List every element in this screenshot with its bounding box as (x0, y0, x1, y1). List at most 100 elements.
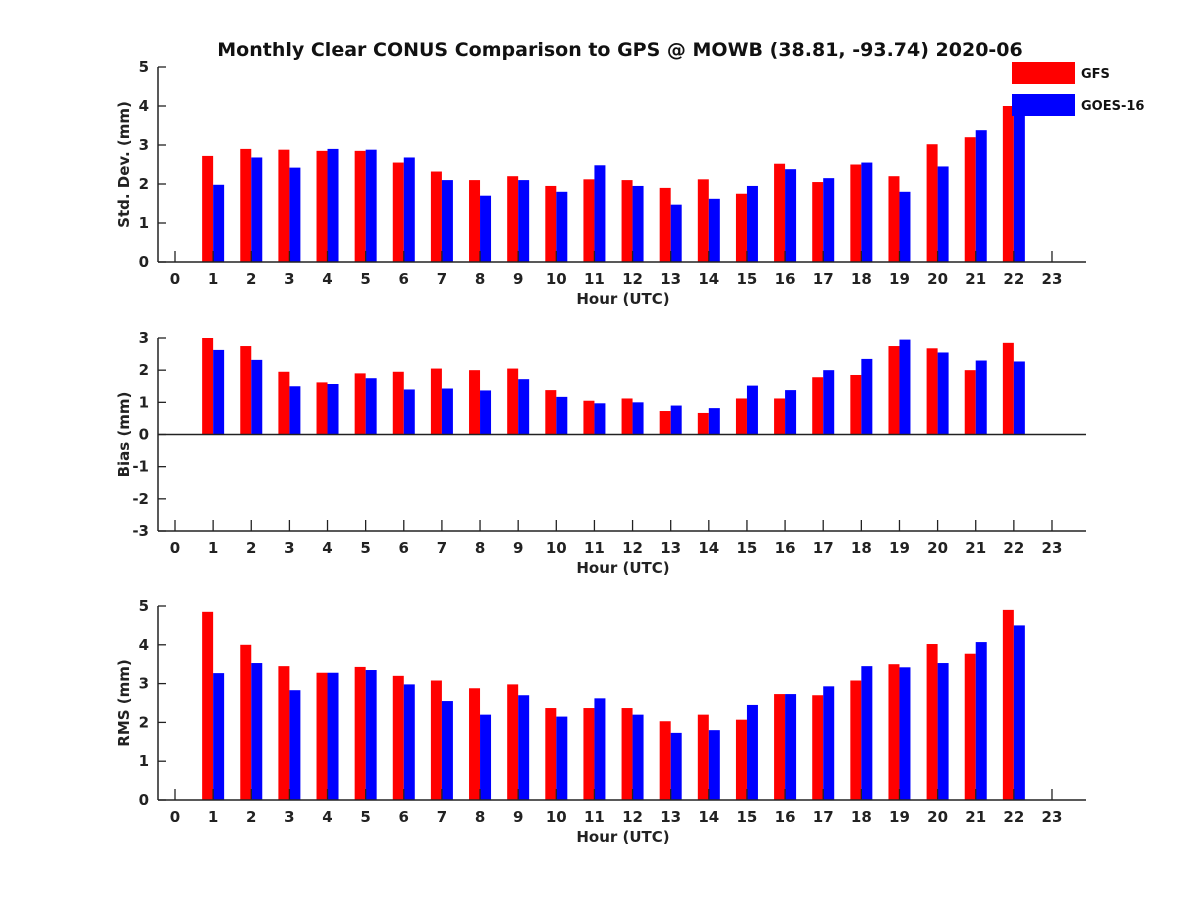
bar-gfs-hour-22 (1002, 342, 1014, 435)
x-tick-label: 4 (322, 539, 332, 557)
bar-gfs-hour-12 (621, 708, 633, 800)
bar-goes-16-hour-11 (594, 403, 606, 435)
y-tick-label: 1 (139, 214, 149, 232)
x-tick-label: 12 (622, 270, 643, 288)
bar-gfs-hour-5 (354, 373, 366, 435)
y-tick-label: 3 (139, 329, 149, 347)
bar-goes-16-hour-15 (746, 185, 758, 262)
bar-gfs-hour-5 (354, 150, 366, 262)
bar-goes-16-hour-1 (213, 673, 225, 800)
bar-goes-16-hour-1 (213, 349, 225, 435)
x-tick-label: 6 (399, 270, 409, 288)
bar-goes-16-hour-2 (251, 663, 263, 800)
y-axis-label: Std. Dev. (mm) (115, 101, 133, 228)
bar-goes-16-hour-17 (823, 686, 835, 800)
y-tick-label: 5 (139, 597, 149, 615)
bar-goes-16-hour-4 (327, 384, 339, 435)
bar-goes-16-hour-10 (556, 396, 568, 435)
bar-gfs-hour-18 (850, 164, 862, 262)
x-tick-label: 6 (399, 808, 409, 826)
bar-gfs-hour-15 (735, 193, 747, 262)
x-tick-label: 15 (737, 539, 758, 557)
x-tick-label: 0 (170, 808, 180, 826)
bar-gfs-hour-10 (545, 185, 557, 262)
y-axis-label: RMS (mm) (115, 659, 133, 746)
x-tick-label: 13 (660, 539, 681, 557)
x-tick-label: 23 (1042, 270, 1063, 288)
x-tick-label: 3 (284, 808, 294, 826)
x-tick-label: 11 (584, 808, 605, 826)
bar-goes-16-hour-15 (746, 385, 758, 435)
x-tick-label: 17 (813, 539, 834, 557)
bar-goes-16-hour-11 (594, 698, 606, 800)
bar-gfs-hour-7 (430, 171, 442, 262)
x-tick-label: 12 (622, 539, 643, 557)
bar-gfs-hour-20 (926, 644, 938, 800)
x-tick-label: 10 (546, 539, 567, 557)
bar-gfs-hour-6 (392, 371, 404, 435)
bar-gfs-hour-9 (507, 176, 519, 262)
bar-goes-16-hour-21 (975, 360, 987, 435)
bar-goes-16-hour-9 (518, 695, 530, 800)
bar-goes-16-hour-1 (213, 184, 225, 262)
x-tick-label: 20 (927, 808, 948, 826)
bar-gfs-hour-21 (964, 370, 976, 435)
bar-gfs-hour-8 (469, 180, 481, 262)
bar-goes-16-hour-22 (1013, 109, 1025, 263)
bar-gfs-hour-16 (774, 694, 786, 800)
x-tick-label: 14 (698, 539, 719, 557)
y-tick-label: -1 (132, 458, 149, 476)
bar-goes-16-hour-14 (708, 198, 720, 262)
bar-goes-16-hour-5 (365, 149, 377, 262)
y-tick-label: -3 (132, 522, 149, 540)
x-tick-label: 22 (1003, 539, 1024, 557)
chart-title: Monthly Clear CONUS Comparison to GPS @ … (217, 39, 1023, 61)
x-tick-label: 6 (399, 539, 409, 557)
bar-goes-16-hour-22 (1013, 361, 1025, 435)
x-tick-label: 8 (475, 539, 485, 557)
bar-gfs-hour-14 (697, 714, 709, 800)
x-tick-label: 4 (322, 270, 332, 288)
bar-goes-16-hour-18 (861, 162, 873, 262)
x-tick-label: 2 (246, 808, 256, 826)
x-tick-label: 15 (737, 808, 758, 826)
bar-gfs-hour-15 (735, 719, 747, 800)
legend: GFS GOES-16 (1012, 62, 1144, 116)
bar-goes-16-hour-6 (403, 157, 415, 262)
bar-goes-16-hour-18 (861, 358, 873, 435)
bar-gfs-hour-18 (850, 374, 862, 435)
bar-goes-16-hour-8 (480, 714, 492, 800)
bar-gfs-hour-2 (240, 346, 252, 435)
x-tick-label: 16 (775, 539, 796, 557)
legend-label-goes-16: GOES-16 (1081, 99, 1144, 114)
bar-goes-16-hour-16 (785, 390, 797, 435)
y-tick-label: 0 (139, 791, 149, 809)
x-axis-label: Hour (UTC) (576, 828, 669, 846)
x-tick-label: 21 (965, 270, 986, 288)
bar-goes-16-hour-12 (632, 714, 644, 800)
bar-gfs-hour-12 (621, 180, 633, 262)
bar-goes-16-hour-3 (289, 690, 301, 800)
bar-goes-16-hour-12 (632, 185, 644, 262)
bar-goes-16-hour-12 (632, 402, 644, 435)
bar-goes-16-hour-4 (327, 672, 339, 800)
bar-gfs-hour-13 (659, 411, 671, 435)
x-tick-label: 0 (170, 539, 180, 557)
legend-swatch-goes-16 (1012, 94, 1075, 116)
y-tick-label: 1 (139, 393, 149, 411)
bar-goes-16-hour-2 (251, 157, 263, 262)
bar-gfs-hour-14 (697, 412, 709, 435)
bar-gfs-hour-4 (316, 150, 328, 262)
bar-goes-16-hour-20 (937, 663, 949, 800)
x-tick-label: 8 (475, 808, 485, 826)
x-axis-label: Hour (UTC) (576, 290, 669, 308)
x-tick-label: 3 (284, 270, 294, 288)
bar-goes-16-hour-10 (556, 716, 568, 800)
bar-goes-16-hour-7 (441, 388, 453, 435)
bar-gfs-hour-6 (392, 162, 404, 262)
bar-gfs-hour-13 (659, 721, 671, 800)
x-tick-label: 1 (208, 270, 218, 288)
